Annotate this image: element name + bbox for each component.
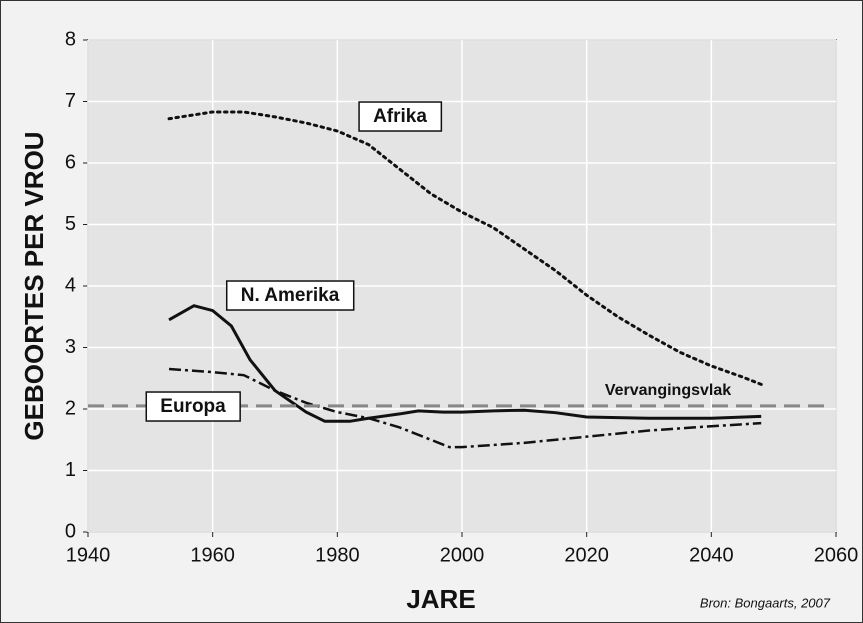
label-box (358, 101, 443, 132)
series-label: Vervangingsvlak (605, 382, 731, 399)
y-tick-label: 2 (65, 397, 76, 419)
y-tick-label: 0 (65, 520, 76, 542)
x-tick-label: 2000 (440, 544, 485, 566)
series-label: Afrika (358, 101, 443, 132)
y-tick-label: 3 (65, 336, 76, 358)
y-axis-label: GEBOORTES PER VROU (19, 131, 49, 440)
series-label: Europa (145, 391, 241, 422)
y-tick-label: 4 (65, 274, 76, 296)
y-tick-label: 1 (65, 459, 76, 481)
series-line (168, 304, 762, 423)
series-label-text: Vervangingsvlak (605, 382, 731, 399)
y-tick-label: 8 (65, 28, 76, 50)
x-tick-label: 1960 (190, 544, 235, 566)
x-axis-label: JARE (406, 584, 475, 614)
label-box (145, 391, 241, 422)
label-box (225, 280, 355, 311)
series-line (167, 110, 763, 386)
y-tick-label: 5 (65, 213, 76, 235)
series-label: N. Amerika (225, 280, 355, 311)
series-line (168, 367, 762, 449)
x-tick-label: 1980 (315, 544, 360, 566)
y-tick-label: 7 (65, 90, 76, 112)
series-label-text: Afrika (373, 106, 427, 127)
source: Bron: Bongaarts, 2007 (700, 595, 831, 610)
x-tick-label: 1940 (66, 544, 111, 566)
x-tick-label: 2060 (814, 544, 859, 566)
series-label-text: Europa (160, 396, 226, 417)
x-tick-label: 2020 (564, 544, 609, 566)
series-label-text: N. Amerika (241, 285, 340, 306)
x-tick-label: 2040 (689, 544, 734, 566)
y-tick-label: 6 (65, 151, 76, 173)
